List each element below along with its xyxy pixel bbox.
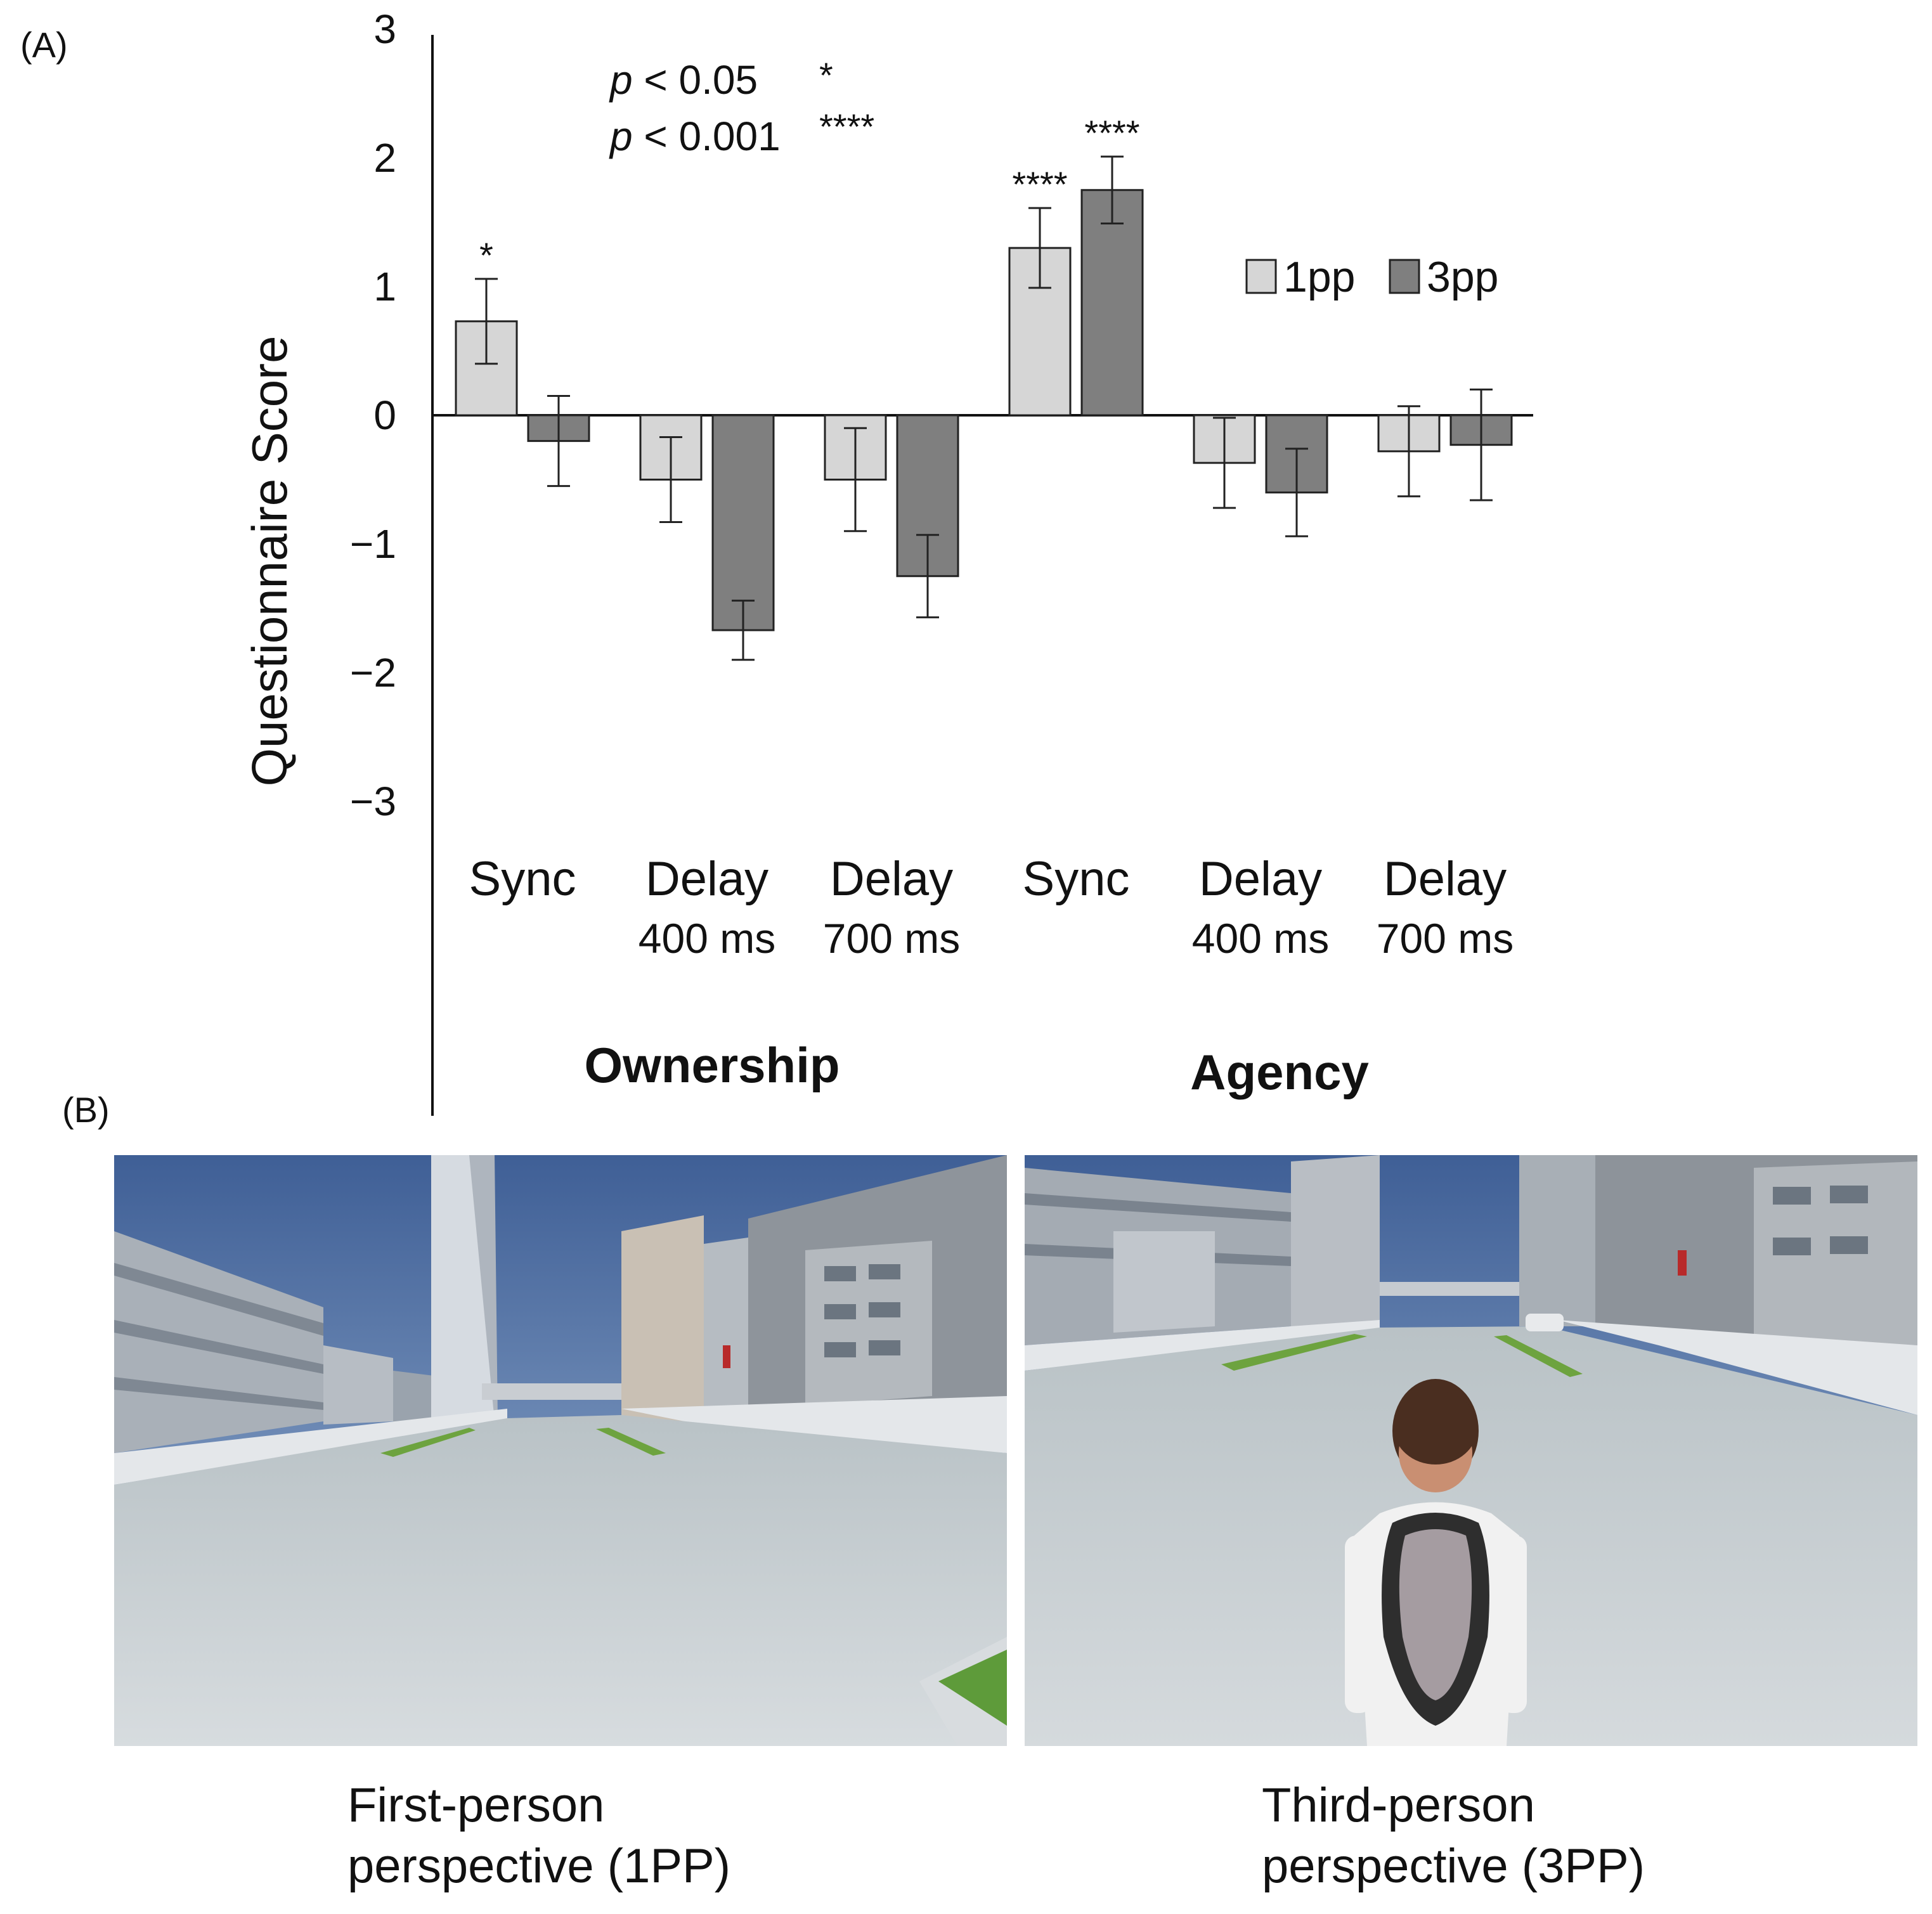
y-tick-label: −3 [350,779,396,824]
group-label-agency: Agency [1190,1044,1369,1100]
significance-marker: **** [1012,164,1067,204]
category-label-line1: Delay [1384,852,1507,906]
y-tick-label: 3 [373,6,396,52]
significance-marker: * [479,235,493,275]
third-person-caption-line1: Third-person [1262,1778,1535,1832]
first-person-caption-line1: First-person [347,1778,605,1832]
group-label-ownership: Ownership [584,1037,840,1093]
category-label-line1: Sync [469,852,576,906]
p-value-annotation: p < 0.05 [609,57,758,103]
category-label-line1: Delay [645,852,768,906]
y-axis-label: Questionnaire Score [242,335,297,786]
legend-label-3pp: 3pp [1427,253,1498,301]
y-tick-label: 0 [373,392,396,438]
legend-label-1pp: 1pp [1283,253,1355,301]
legend-swatch-1pp [1245,259,1277,294]
third-person-caption-line2: perspective (3PP) [1262,1839,1645,1893]
significance-marker: **** [1084,113,1139,153]
panel-b-label: (B) [62,1090,110,1130]
first-person-caption-line2: perspective (1PP) [347,1839,731,1893]
y-tick-label: −1 [350,521,396,567]
y-tick-label: −2 [350,650,396,695]
legend-swatch-3pp [1389,259,1420,294]
first-person-caption: First-person perspective (1PP) [347,1775,730,1897]
panel-a-label: (A) [20,25,68,65]
p-value-stars: * [819,55,833,95]
category-label-line1: Delay [830,852,953,906]
p-value-stars: **** [819,107,874,146]
third-person-caption: Third-person perspective (3PP) [1262,1775,1645,1897]
category-label-line2: 400 ms [1192,915,1329,962]
category-label-line1: Delay [1199,852,1322,906]
category-label-line1: Sync [1023,852,1130,906]
y-tick-label: 1 [373,264,396,309]
third-person-scene-image [1025,1155,1917,1746]
bar-3pp-3 [1080,189,1144,417]
y-tick-label: 2 [373,135,396,181]
category-label-line2: 700 ms [823,915,960,962]
first-person-scene-image [114,1155,1007,1746]
bar-3pp-1 [711,414,775,631]
category-label-line2: 400 ms [639,915,775,962]
p-value-annotation: p < 0.001 [609,113,781,159]
category-label-line2: 700 ms [1377,915,1514,962]
